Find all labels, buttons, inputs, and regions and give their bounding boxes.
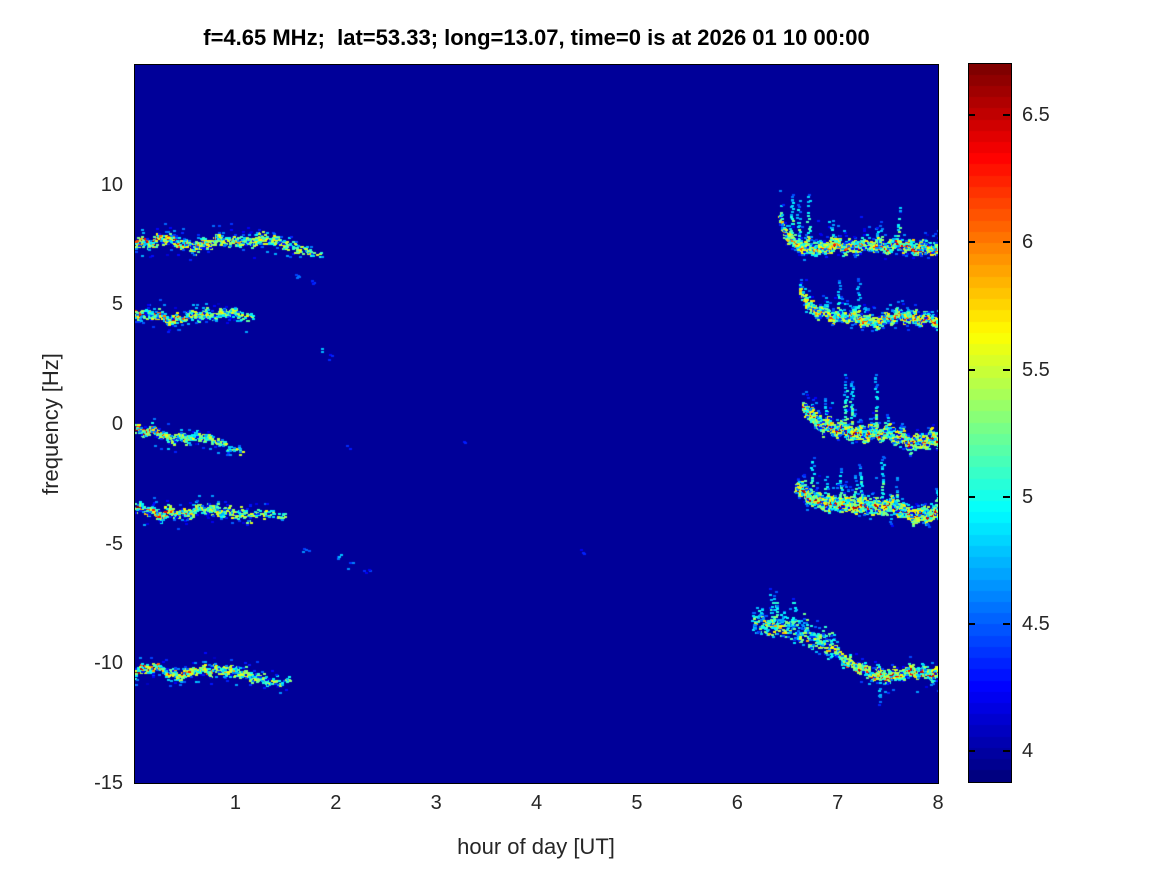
y-tick-label: -5	[105, 532, 123, 555]
x-tick-label: 8	[932, 792, 944, 814]
colorbar-tick-label: 5.5	[1022, 358, 1050, 381]
x-tick-label: 1	[229, 792, 241, 814]
colorbar-tick-label: 5	[1022, 485, 1034, 508]
y-axis-label: frequency [Hz]	[38, 353, 63, 495]
colorbar	[968, 63, 1012, 783]
x-tick-label: 3	[430, 792, 442, 814]
spectrogram-canvas	[135, 65, 938, 783]
x-tick-label: 4	[530, 792, 543, 814]
colorbar-tick-mark	[1003, 241, 1010, 244]
colorbar-tick-mark	[1003, 495, 1010, 498]
x-tick-label: 6	[731, 792, 743, 814]
x-tick-label: 7	[832, 792, 844, 814]
x-axis-label: hour of day [UT]	[457, 834, 615, 859]
colorbar-canvas	[969, 64, 1011, 782]
colorbar-tick-mark	[1003, 750, 1010, 753]
x-tick-label: 5	[631, 792, 643, 814]
y-tick-label: 5	[111, 293, 123, 316]
colorbar-tick-mark	[1003, 113, 1010, 116]
colorbar-tick-mark	[1003, 368, 1010, 371]
y-tick-label: 0	[111, 413, 123, 435]
colorbar-tick-label: 6	[1022, 231, 1034, 254]
plot-area	[134, 64, 939, 784]
y-tick-label: -10	[94, 652, 123, 675]
x-tick-label: 2	[330, 792, 342, 814]
colorbar-tick-mark	[969, 750, 975, 753]
colorbar-tick-mark	[969, 241, 975, 244]
colorbar-tick-mark	[969, 623, 975, 626]
colorbar-tick-mark	[969, 113, 975, 116]
y-tick-label: -15	[94, 772, 123, 794]
colorbar-tick-mark	[969, 495, 975, 498]
colorbar-tick-label: 4.5	[1022, 613, 1050, 636]
colorbar-tick-mark	[969, 368, 975, 371]
colorbar-tick-mark	[1003, 623, 1010, 626]
y-tick-label: 10	[100, 173, 123, 196]
colorbar-tick-label: 4	[1022, 740, 1034, 763]
chart-title: f=4.65 MHz; lat=53.33; long=13.07, time=…	[203, 25, 870, 50]
colorbar-tick-label: 6.5	[1022, 103, 1050, 126]
